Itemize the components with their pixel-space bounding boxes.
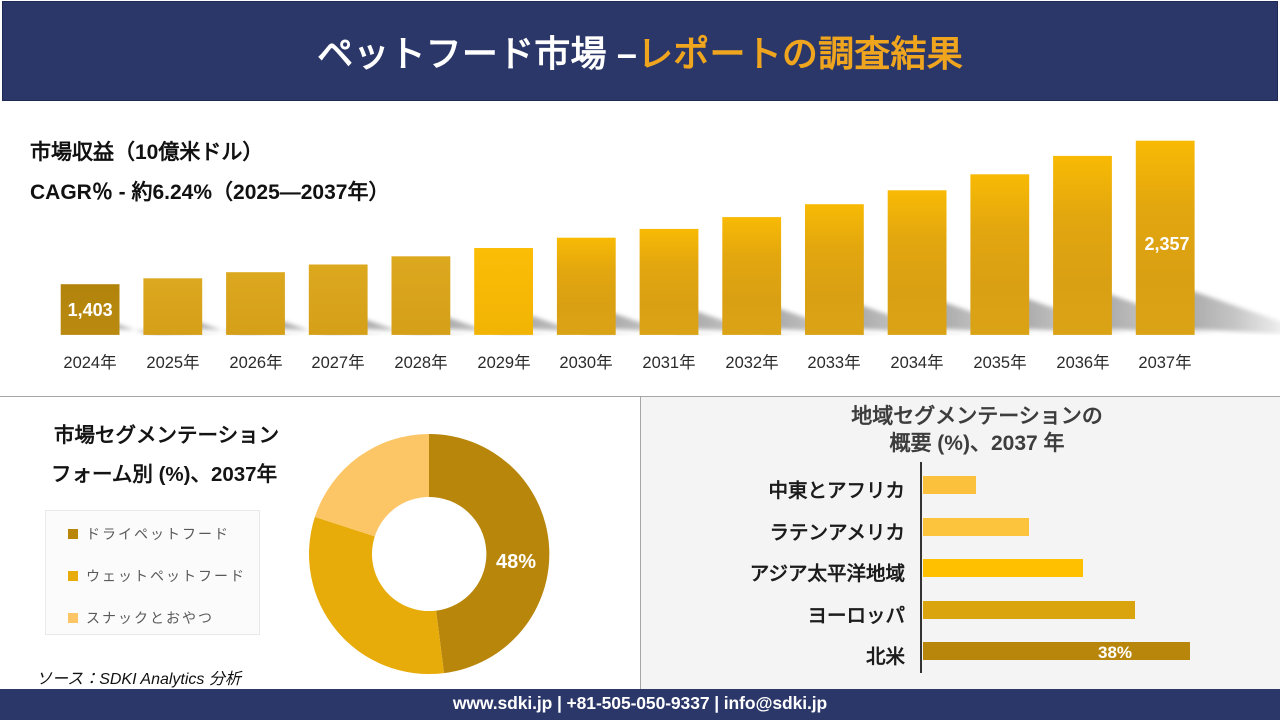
svg-text:2,357: 2,357 bbox=[1144, 234, 1189, 254]
svg-text:1,403: 1,403 bbox=[68, 300, 113, 320]
